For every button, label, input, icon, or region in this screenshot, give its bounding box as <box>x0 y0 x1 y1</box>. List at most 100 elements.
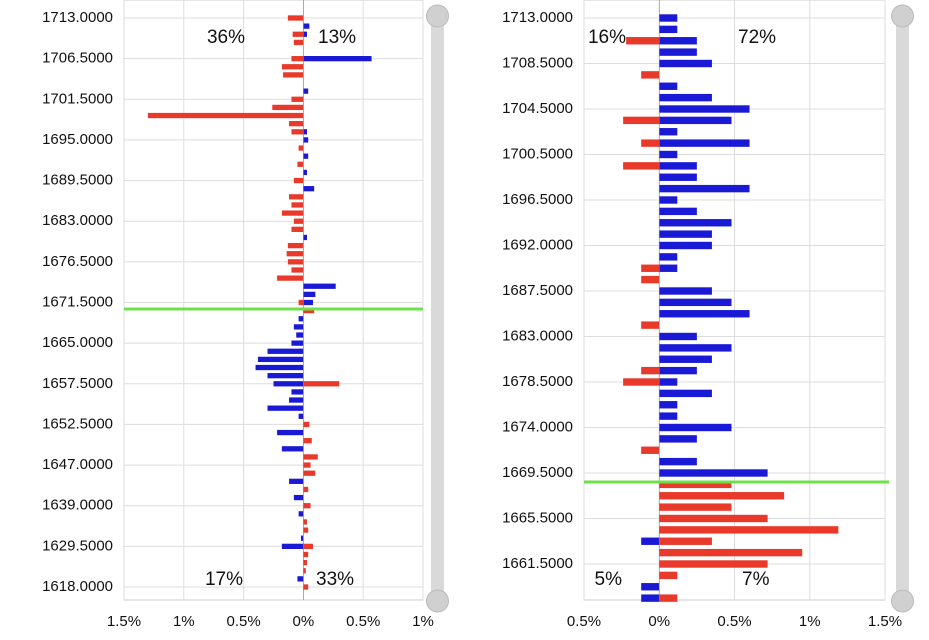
bar <box>659 139 750 147</box>
bar <box>303 568 306 574</box>
bar <box>659 82 678 90</box>
bar <box>289 194 304 200</box>
y-tick-label: 1678.5000 <box>502 373 573 390</box>
bar <box>267 373 304 379</box>
share-label: 36% <box>207 27 245 48</box>
bar <box>659 412 678 420</box>
bar <box>298 299 304 306</box>
bar <box>303 543 313 549</box>
bar <box>303 421 310 428</box>
x-tick-label: 1% <box>173 613 195 630</box>
scroll-knob[interactable] <box>891 589 914 613</box>
bar <box>303 551 309 558</box>
bar <box>659 264 678 272</box>
plot-frame <box>123 0 424 601</box>
bar <box>659 378 678 386</box>
bar <box>289 121 304 127</box>
scroll-knob[interactable] <box>426 4 449 28</box>
bar <box>303 129 307 135</box>
bar <box>303 470 316 476</box>
bar <box>659 59 712 68</box>
bar <box>303 137 309 143</box>
bar <box>659 207 697 216</box>
share-label: 72% <box>738 27 776 48</box>
y-tick-label: 1692.0000 <box>502 236 573 253</box>
bar <box>287 15 304 21</box>
bar <box>641 594 660 602</box>
x-tick-label: 0.5% <box>717 613 751 630</box>
bar <box>303 559 307 566</box>
bar <box>291 129 304 135</box>
bar <box>293 177 304 184</box>
bar <box>303 23 310 29</box>
bar <box>289 397 304 403</box>
bar <box>281 543 304 549</box>
bar <box>623 162 660 170</box>
scrollbar[interactable] <box>431 6 444 610</box>
y-tick-label: 1671.5000 <box>42 293 113 310</box>
bar <box>289 478 304 484</box>
x-tick-label: 1% <box>412 613 434 630</box>
bar <box>659 594 678 602</box>
y-tick-label: 1618.0000 <box>42 578 113 595</box>
bar <box>641 71 660 79</box>
bar <box>303 486 309 493</box>
x-tick-label: 0.5% <box>567 613 601 630</box>
y-tick-label: 1706.5000 <box>42 50 113 67</box>
bar <box>623 378 660 386</box>
y-tick-label: 1708.5000 <box>502 54 573 71</box>
x-tick-label: 0.5% <box>346 613 380 630</box>
bar <box>293 39 304 46</box>
share-label: 13% <box>318 27 356 48</box>
bar <box>659 105 750 113</box>
bar <box>659 14 678 22</box>
bar <box>291 56 304 62</box>
share-label: 17% <box>205 569 243 590</box>
bar <box>659 287 712 295</box>
y-tick-label: 1683.0000 <box>42 212 113 229</box>
bar <box>659 128 678 136</box>
bar <box>303 186 315 192</box>
bar <box>659 469 768 477</box>
scroll-knob[interactable] <box>891 4 914 28</box>
bar <box>303 584 309 590</box>
bar <box>272 104 304 111</box>
x-tick-label: 0% <box>293 613 315 630</box>
y-tick-label: 1652.5000 <box>42 415 113 432</box>
bar <box>301 535 304 541</box>
scroll-knob[interactable] <box>426 589 449 613</box>
bar <box>286 251 304 257</box>
bar <box>291 226 304 232</box>
y-tick-label: 1704.5000 <box>502 100 573 117</box>
bar <box>291 202 304 208</box>
bar <box>659 25 678 34</box>
bar <box>303 503 311 509</box>
y-tick-label: 1647.0000 <box>42 456 113 473</box>
bar <box>303 153 309 159</box>
bar <box>255 364 304 371</box>
bar <box>659 219 732 227</box>
bar <box>298 413 304 419</box>
y-tick-label: 1696.5000 <box>502 191 573 208</box>
chart: 0.5% 0% 0.5% 1% 1.5% 1713.0000 1708.5000 1704.5… <box>502 0 902 630</box>
bar <box>659 480 732 489</box>
bar <box>659 423 732 432</box>
bar <box>303 299 313 306</box>
bar <box>659 401 678 409</box>
bar <box>303 462 311 468</box>
y-tick-label: 1665.5000 <box>502 509 573 526</box>
bar <box>659 548 803 557</box>
bar <box>659 116 732 125</box>
y-tick-label: 1700.5000 <box>502 145 573 162</box>
bar <box>267 405 304 411</box>
y-tick-label: 1687.5000 <box>502 282 573 299</box>
bar <box>281 446 304 452</box>
bar <box>659 298 732 307</box>
y-tick-label: 1674.0000 <box>502 418 573 435</box>
bar <box>281 210 304 216</box>
scrollbar[interactable] <box>896 6 909 610</box>
share-label: 5% <box>595 569 623 590</box>
bar <box>297 161 304 167</box>
share-label: 16% <box>588 27 626 48</box>
bar <box>659 230 712 238</box>
